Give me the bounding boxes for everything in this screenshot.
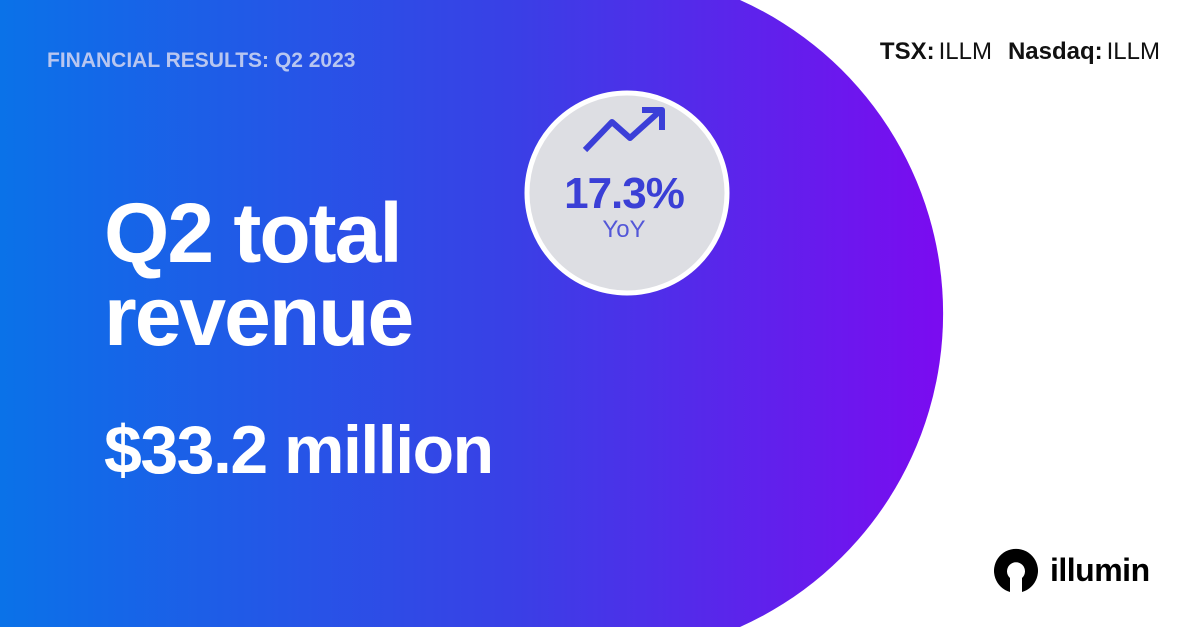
trend-icon-head bbox=[642, 107, 665, 130]
amount: $33.2 million bbox=[104, 412, 493, 488]
headline-line: Q2 total bbox=[104, 186, 401, 280]
exchange: TSX: bbox=[880, 38, 935, 65]
logo: illumin bbox=[994, 548, 1150, 592]
symbol: ILLM bbox=[939, 38, 992, 65]
tickers: TSX: ILLM Nasdaq: ILLM bbox=[880, 38, 1160, 65]
header-label: FINANCIAL RESULTS: Q2 2023 bbox=[47, 49, 355, 72]
badge-label: YoY bbox=[602, 216, 645, 243]
logo-mark bbox=[994, 548, 1038, 592]
trend-icon bbox=[582, 108, 663, 153]
headline-line: revenue bbox=[104, 269, 412, 363]
exchange: Nasdaq: bbox=[1008, 38, 1103, 65]
badge-value: 17.3% bbox=[564, 169, 684, 218]
symbol: ILLM bbox=[1107, 38, 1160, 65]
badge bbox=[524, 90, 730, 296]
logo-text: illumin bbox=[1050, 552, 1150, 588]
